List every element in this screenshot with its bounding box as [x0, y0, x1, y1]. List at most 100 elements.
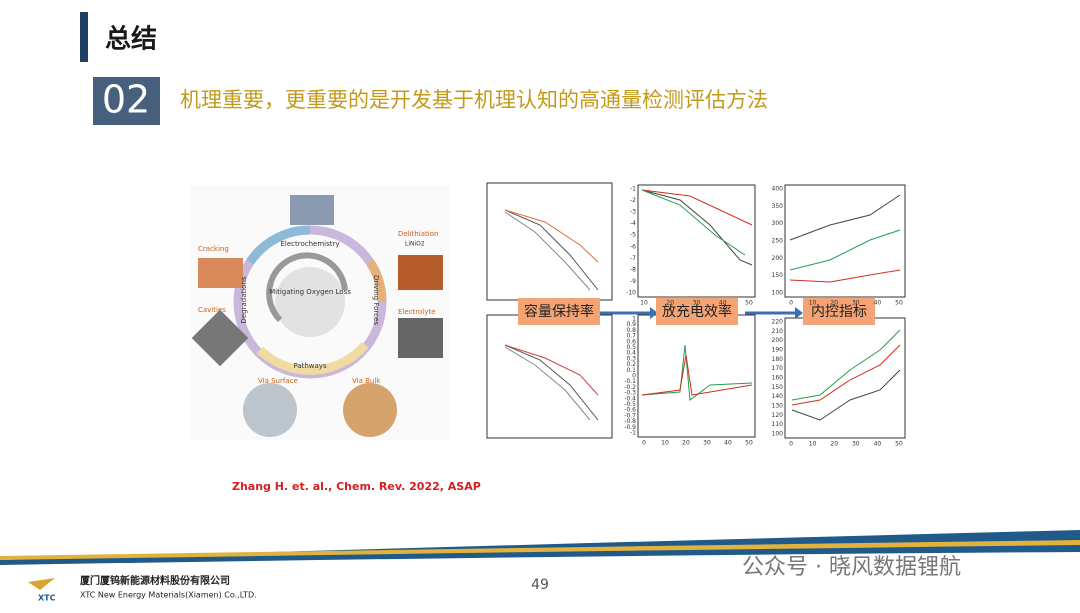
- x-tick-label: 20: [830, 441, 838, 448]
- y-tick-label: -3: [630, 209, 636, 216]
- panel-label: 放充电效率: [662, 303, 732, 320]
- y-tick-label: 1: [632, 316, 636, 323]
- x-tick-label: 10: [661, 440, 669, 447]
- item-label: Cavities: [198, 306, 226, 314]
- company-cn: 厦门厦钨新能源材料股份有限公司: [80, 574, 230, 587]
- y-tick-label: -0.8: [624, 418, 636, 425]
- y-tick-label: 0.3: [626, 355, 636, 362]
- subtitle: 机理重要，更重要的是开发基于机理认知的高通量检测评估方法: [180, 88, 768, 112]
- number: 02: [102, 78, 150, 122]
- y-tick-label: 100: [772, 290, 784, 297]
- page-number: 49: [531, 577, 549, 593]
- y-tick-label: -9: [630, 278, 636, 285]
- title-bar: [80, 12, 88, 62]
- mechanism-figure: [190, 185, 450, 440]
- title: 总结: [105, 25, 157, 55]
- y-tick-label: 160: [772, 375, 784, 382]
- x-tick-label: 10: [640, 300, 648, 307]
- x-tick-label: 20: [682, 440, 690, 447]
- y-tick-label: 200: [772, 255, 784, 262]
- y-tick-label: -2: [630, 197, 636, 204]
- y-tick-label: 0.6: [626, 338, 636, 345]
- y-tick-label: 300: [772, 220, 784, 227]
- x-tick-label: 10: [809, 441, 817, 448]
- x-tick-label: 50: [895, 441, 903, 448]
- y-tick-label: 180: [772, 356, 784, 363]
- ring-label: Pathways: [293, 362, 327, 370]
- y-tick-label: 110: [772, 421, 784, 428]
- y-tick-label: 120: [772, 412, 784, 419]
- panel-label: 容量保持率: [524, 303, 594, 320]
- y-tick-label: 400: [772, 186, 784, 193]
- x-tick-label: 40: [719, 300, 727, 307]
- y-tick-label: 210: [772, 328, 784, 335]
- logo-mark: [28, 578, 55, 590]
- y-tick-label: 100: [772, 431, 784, 438]
- panel-decor: [486, 182, 906, 439]
- y-tick-label: -1: [630, 430, 636, 437]
- panel-label: 内控指标: [811, 304, 867, 320]
- y-tick-label: 200: [772, 337, 784, 344]
- y-tick-label: 170: [772, 365, 784, 372]
- item-label: Electrolyte: [398, 308, 435, 316]
- x-tick-label: 20: [830, 300, 838, 307]
- x-tick-label: 30: [703, 440, 711, 447]
- y-tick-label: 250: [772, 238, 784, 245]
- x-tick-label: 40: [724, 440, 732, 447]
- y-tick-label: 150: [772, 272, 784, 279]
- y-tick-label: 350: [772, 203, 784, 210]
- y-tick-label: -0.7: [624, 412, 636, 419]
- y-tick-label: -0.9: [624, 424, 636, 431]
- x-tick-label: 50: [745, 300, 753, 307]
- x-tick-label: 30: [693, 300, 701, 307]
- y-tick-label: 0.5: [626, 344, 636, 351]
- ring-label: Electrochemistry: [280, 240, 339, 248]
- ring-label: Degradations: [240, 276, 248, 323]
- y-tick-label: -0.6: [624, 407, 636, 414]
- y-tick-label: 0.1: [626, 367, 636, 374]
- y-tick-label: 140: [772, 393, 784, 400]
- x-tick-label: 0: [642, 440, 646, 447]
- company-en: XTC New Energy Materials(Xiamen) Co.,LTD…: [80, 591, 257, 600]
- y-tick-label: -0.4: [624, 395, 636, 402]
- x-tick-label: 40: [874, 300, 882, 307]
- ring-label: Driving Forces: [372, 275, 380, 325]
- y-tick-label: 190: [772, 347, 784, 354]
- number-box: [93, 77, 160, 125]
- y-tick-label: -6: [630, 243, 636, 250]
- y-tick-label: -0.3: [624, 390, 636, 397]
- x-tick-label: 0: [789, 300, 793, 307]
- diagram-center: Mitigating Oxygen Loss: [269, 288, 351, 296]
- y-tick-label: -0.2: [624, 384, 636, 391]
- x-tick-label: 40: [874, 441, 882, 448]
- y-tick-label: 0.7: [626, 333, 636, 340]
- x-tick-label: 10: [809, 300, 817, 307]
- footer-band: [0, 540, 1080, 560]
- logo-text: XTC: [38, 594, 56, 603]
- y-tick-label: 0.9: [626, 321, 636, 328]
- y-tick-label: 0.4: [626, 350, 636, 357]
- item-label: Delithiation: [398, 230, 438, 238]
- x-tick-label: 50: [895, 300, 903, 307]
- watermark: 公众号 · 晓风数据锂航: [742, 555, 961, 580]
- y-tick-label: -10: [626, 290, 636, 297]
- y-tick-label: 0.2: [626, 361, 636, 368]
- x-tick-label: 0: [789, 441, 793, 448]
- y-tick-label: -7: [630, 255, 636, 262]
- y-tick-label: -1: [630, 186, 636, 193]
- y-tick-label: 150: [772, 384, 784, 391]
- y-tick-label: 0: [632, 373, 636, 380]
- x-tick-label: 20: [666, 300, 674, 307]
- y-tick-label: -4: [630, 220, 636, 227]
- item-label: Via Bulk: [352, 377, 381, 385]
- y-tick-label: 0.8: [626, 327, 636, 334]
- x-tick-label: 30: [852, 300, 860, 307]
- item-label: Via Surface: [258, 377, 298, 385]
- footer-band: [0, 530, 1080, 565]
- item-label: Cracking: [198, 245, 229, 253]
- x-tick-label: 30: [852, 441, 860, 448]
- item-label: LiNiO2: [405, 241, 425, 248]
- y-tick-label: -5: [630, 232, 636, 239]
